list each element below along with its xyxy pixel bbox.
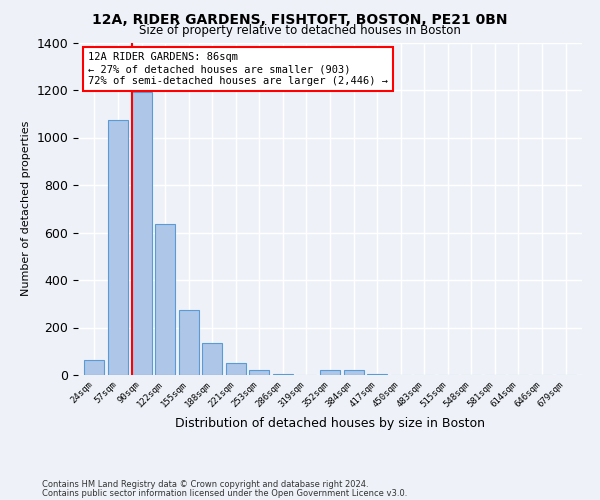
- Text: 12A RIDER GARDENS: 86sqm
← 27% of detached houses are smaller (903)
72% of semi-: 12A RIDER GARDENS: 86sqm ← 27% of detach…: [88, 52, 388, 86]
- Bar: [202, 343, 222, 375]
- Text: Size of property relative to detached houses in Boston: Size of property relative to detached ho…: [139, 24, 461, 37]
- Bar: [273, 374, 293, 375]
- Bar: [155, 224, 175, 375]
- Bar: [226, 363, 246, 375]
- Bar: [85, 360, 104, 375]
- Text: Contains HM Land Registry data © Crown copyright and database right 2024.: Contains HM Land Registry data © Crown c…: [42, 480, 368, 489]
- Text: Contains public sector information licensed under the Open Government Licence v3: Contains public sector information licen…: [42, 489, 407, 498]
- Bar: [320, 370, 340, 375]
- Y-axis label: Number of detached properties: Number of detached properties: [21, 121, 31, 296]
- Bar: [367, 374, 387, 375]
- Bar: [131, 92, 152, 375]
- Bar: [250, 370, 269, 375]
- X-axis label: Distribution of detached houses by size in Boston: Distribution of detached houses by size …: [175, 418, 485, 430]
- Text: 12A, RIDER GARDENS, FISHTOFT, BOSTON, PE21 0BN: 12A, RIDER GARDENS, FISHTOFT, BOSTON, PE…: [92, 12, 508, 26]
- Bar: [108, 120, 128, 375]
- Bar: [344, 370, 364, 375]
- Bar: [179, 310, 199, 375]
